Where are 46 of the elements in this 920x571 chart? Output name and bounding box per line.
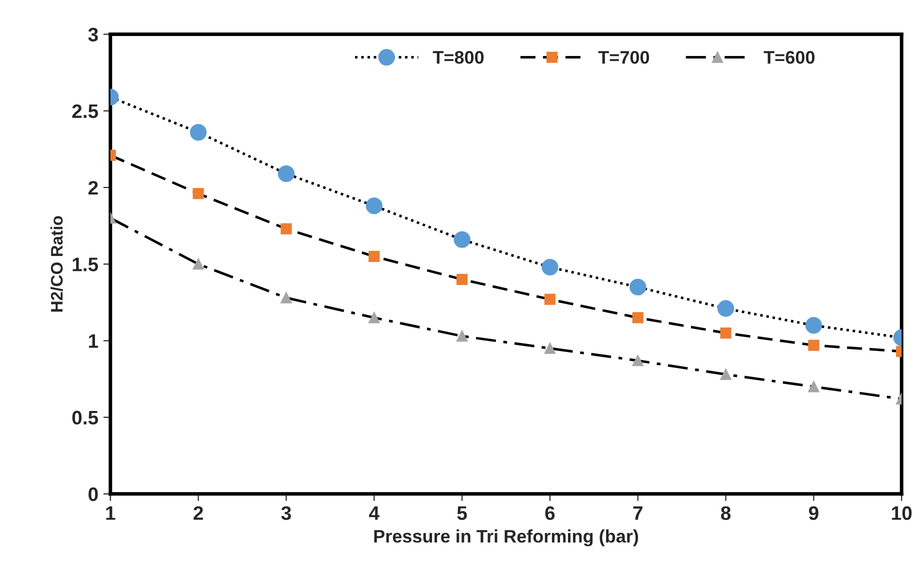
point	[630, 278, 646, 296]
point	[544, 342, 556, 354]
x-tick-label: 3	[281, 506, 291, 520]
x-tick-label: 10	[892, 506, 912, 520]
point	[632, 312, 644, 324]
legend-label: T=800	[432, 50, 484, 64]
y-tick-label: 2.5	[72, 104, 98, 118]
point	[192, 258, 204, 270]
legend-label: T=600	[764, 50, 814, 64]
x-tick-label: 8	[720, 506, 731, 520]
point	[542, 258, 558, 276]
y-tick-label: 0.5	[72, 410, 98, 425]
x-tick-label: 9	[808, 506, 818, 520]
x-tick-label: 1	[106, 506, 116, 520]
x-tick-label: 2	[194, 506, 203, 520]
x-tick-label: 6	[545, 506, 555, 520]
y-tick-label: 3	[88, 28, 98, 42]
point	[280, 223, 292, 234]
y-tick-label: 1	[89, 334, 98, 348]
point	[368, 250, 380, 262]
point	[456, 274, 468, 285]
point	[454, 231, 470, 248]
point	[720, 327, 732, 339]
point	[632, 355, 644, 366]
y-axis-title: H2/CO Ratio	[50, 216, 63, 312]
point	[366, 198, 382, 214]
y-tick-label: 0	[88, 487, 98, 502]
point	[544, 294, 556, 305]
y-tick-label: 2	[88, 180, 98, 195]
x-tick-label: 4	[369, 506, 380, 520]
x-tick-label: 7	[633, 506, 642, 520]
point	[456, 330, 468, 342]
point	[720, 368, 732, 380]
point	[805, 317, 822, 334]
y-tick-label: 1.5	[72, 258, 98, 272]
point	[190, 124, 207, 141]
point	[280, 292, 292, 304]
point	[192, 188, 204, 200]
point	[717, 300, 734, 317]
point	[368, 312, 380, 324]
point	[808, 381, 820, 392]
legend-label: T=700	[598, 50, 650, 64]
point	[808, 340, 820, 351]
point	[278, 165, 295, 182]
x-tick-label: 5	[457, 506, 467, 520]
x-axis-title: Pressure in Tri Reforming (bar)	[374, 529, 638, 546]
